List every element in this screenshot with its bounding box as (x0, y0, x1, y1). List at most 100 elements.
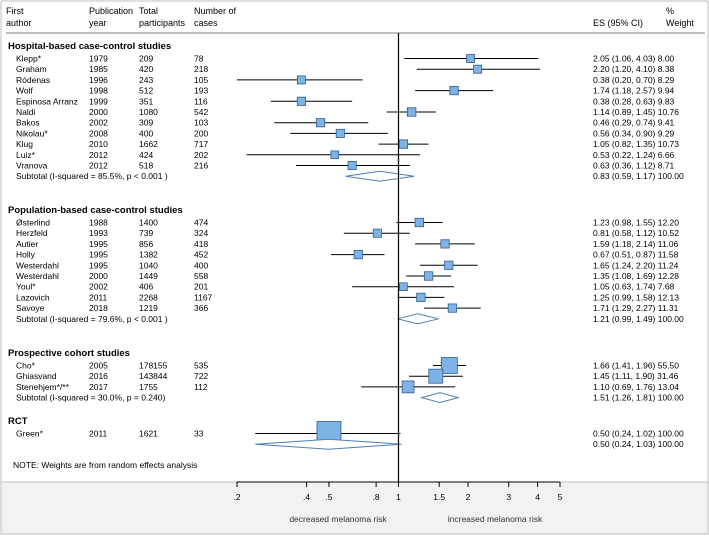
header-author-2: author (6, 18, 32, 28)
study-author: Westerdahl (16, 271, 59, 281)
header-cases-1: Number of (194, 6, 237, 16)
study-participants: 739 (139, 228, 153, 238)
study-cases: 717 (194, 139, 208, 149)
x-label-decreased: decreased melanoma risk (289, 514, 387, 524)
study-cases: 418 (194, 239, 208, 249)
study-participants: 309 (139, 118, 153, 128)
study-cases: 200 (194, 128, 208, 138)
study-es-text: 0.38 (0.20, 0.70) 8.29 (593, 75, 675, 85)
group-title: Population-based case-control studies (8, 205, 183, 216)
study-author: Savoye (16, 303, 45, 313)
study-marker (399, 282, 408, 291)
x-axis: .2 .4 .5 .8 1 1.5 2 3 4 5 (233, 481, 563, 502)
study-author: Vranova (16, 161, 48, 171)
study-participants: 420 (139, 64, 153, 74)
study-author: Holly (16, 250, 36, 260)
subtotal-es-text: 1.21 (0.99, 1.49) 100.00 (593, 314, 684, 324)
study-cases: 1167 (194, 292, 213, 302)
study-author: Green* (16, 429, 44, 439)
study-participants: 209 (139, 54, 153, 64)
study-participants: 1400 (139, 218, 158, 228)
subtotal-diamond (397, 313, 439, 325)
study-author: Westerdahl (16, 260, 59, 270)
x-tick-label: 1.5 (433, 492, 445, 502)
study-author: Bakos (16, 118, 40, 128)
study-participants: 400 (139, 128, 153, 138)
subtotal-es-text: 1.51 (1.26, 1.81) 100.00 (593, 393, 684, 403)
study-es-text: 0.67 (0.51, 0.87) 11.58 (593, 250, 679, 260)
header-participants-2: participants (139, 18, 186, 28)
study-marker (449, 86, 459, 96)
study-cases: 201 (194, 282, 208, 292)
study-participants: 512 (139, 86, 153, 96)
study-author: Stenehjem*/** (16, 382, 70, 392)
header-author-1: First (6, 6, 24, 16)
study-year: 1998 (89, 86, 108, 96)
study-marker (335, 128, 345, 138)
study-marker (473, 64, 483, 74)
study-cases: 78 (194, 54, 204, 64)
study-marker (444, 260, 454, 270)
study-cases: 452 (194, 250, 208, 260)
study-year: 2018 (89, 303, 108, 313)
header-year-1: Publication (89, 6, 133, 16)
header-participants-1: Total (139, 6, 158, 16)
study-cases: 474 (194, 218, 208, 228)
study-marker (406, 107, 417, 117)
study-es-text: 1.59 (1.18, 2.14) 11.06 (593, 239, 679, 249)
study-participants: 1080 (139, 107, 158, 117)
subtotal-label: Subtotal (I-squared = 30.0%, p = 0.240) (16, 393, 165, 403)
study-marker (428, 368, 444, 384)
x-tick-label: .8 (373, 492, 380, 502)
study-es-text: 1.71 (1.29, 2.27) 11.31 (593, 303, 679, 313)
study-es-text: 1.35 (1.08, 1.69) 12.28 (593, 271, 679, 281)
forest-rows: Hospital-based case-control studies Klepp… (8, 41, 684, 450)
study-year: 1995 (89, 239, 108, 249)
study-cases: 216 (194, 161, 208, 171)
header-weight-2: Weight (666, 18, 694, 28)
study-es-text: 0.63 (0.36, 1.12) 8.71 (593, 161, 675, 171)
study-es-text: 1.66 (1.41, 1.96) 55.50 (593, 361, 679, 371)
study-author: Klug (16, 139, 33, 149)
study-cases: 400 (194, 260, 208, 270)
group-title: Prospective cohort studies (8, 348, 130, 359)
header-weight-1: % (666, 6, 674, 16)
study-author: Naldi (16, 107, 35, 117)
study-participants: 351 (139, 96, 153, 106)
study-es-text: 1.65 (1.24, 2.20) 11.24 (593, 260, 679, 270)
study-participants: 1621 (139, 429, 158, 439)
x-tick-label: 2 (466, 492, 471, 502)
study-year: 2000 (89, 271, 108, 281)
axis-band (0, 481, 709, 535)
study-year: 2002 (89, 118, 108, 128)
group-title: RCT (8, 416, 28, 427)
study-marker (398, 139, 409, 149)
study-year: 1985 (89, 64, 108, 74)
study-cases: 218 (194, 64, 208, 74)
study-year: 2016 (89, 371, 108, 381)
study-year: 1995 (89, 260, 108, 270)
study-cases: 105 (194, 75, 208, 85)
study-participants: 1040 (139, 260, 158, 270)
x-tick-label: 5 (558, 492, 563, 502)
study-es-text: 1.25 (0.99, 1.58) 12.13 (593, 292, 679, 302)
header-es: ES (95% CI) (593, 18, 643, 28)
study-author: Autier (16, 239, 38, 249)
study-es-text: 1.05 (0.63, 1.74) 7.68 (593, 282, 675, 292)
study-es-text: 1.45 (1.11, 1.90) 31.46 (593, 371, 679, 381)
study-marker (440, 239, 450, 249)
study-author: Klepp* (16, 54, 42, 64)
study-author: Graham (16, 64, 47, 74)
study-participants: 2268 (139, 292, 158, 302)
study-participants: 1449 (139, 271, 158, 281)
study-author: Herzfeld (16, 228, 48, 238)
study-marker (416, 292, 426, 303)
x-tick-label: .5 (325, 492, 332, 502)
study-marker (296, 96, 306, 106)
study-es-text: 1.10 (0.69, 1.76) 13.04 (593, 382, 679, 392)
study-es-text: 0.50 (0.24, 1.02) 100.00 (593, 429, 684, 439)
x-label-increased: increased melanoma risk (448, 514, 543, 524)
study-es-text: 0.38 (0.28, 0.63) 9.83 (593, 96, 675, 106)
study-cases: 193 (194, 86, 208, 96)
